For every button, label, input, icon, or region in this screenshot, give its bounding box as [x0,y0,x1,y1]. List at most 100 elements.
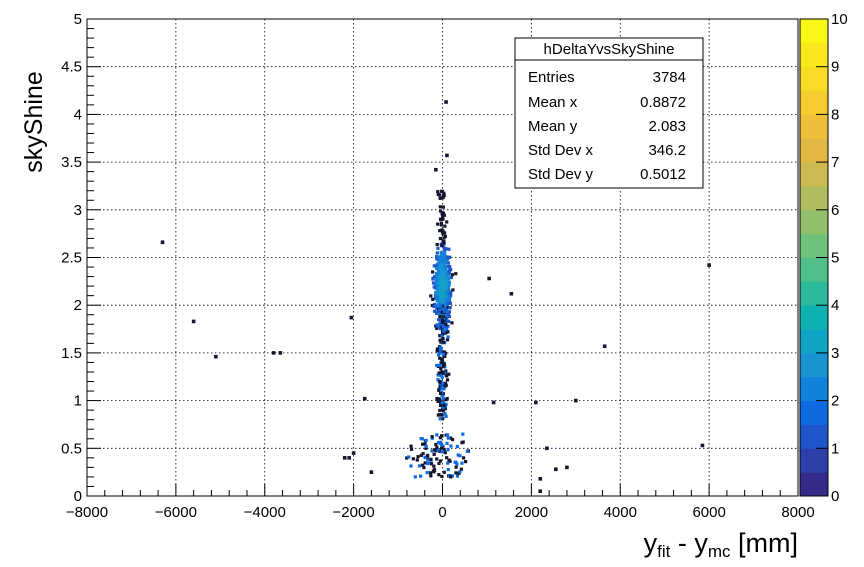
data-point [419,474,423,478]
data-point [440,250,444,254]
data-point [424,444,428,448]
color-scale-segment [800,376,828,402]
data-point [441,211,445,215]
data-point [487,276,491,281]
x-axis-title: yfit - ymc [mm] [644,528,798,561]
data-point [444,373,448,377]
x-tick-label: 6000 [692,504,725,521]
data-point [444,295,448,299]
z-tick-label: 9 [831,59,839,76]
data-point [441,205,445,209]
data-point [602,344,607,349]
data-point [443,275,448,279]
data-point [439,304,443,308]
data-point [464,460,468,464]
data-point [443,381,448,385]
data-point [443,231,447,235]
color-scale-segment [800,448,828,473]
data-point [438,312,442,316]
stats-title: hDeltaYvsSkyShine [544,41,675,58]
data-point [450,437,455,442]
data-point [440,318,445,322]
color-scale-segment [800,233,828,258]
data-point [446,269,450,273]
data-point [444,322,448,327]
data-point [443,264,447,269]
color-scale-segment [800,185,828,211]
data-point [435,242,439,247]
data-point [435,347,440,351]
data-point [439,223,443,227]
data-point [458,470,462,474]
y-axis-title: skyShine [20,71,48,172]
data-point [446,467,450,472]
data-point [424,446,428,450]
data-point [440,244,444,248]
data-point [440,450,444,454]
data-point [431,297,435,301]
data-point [446,301,451,305]
data-point [437,325,441,329]
data-point [434,296,438,300]
data-point [448,255,452,259]
stats-mean-y-label: Mean y [528,118,578,135]
data-point [450,474,455,478]
data-point [435,251,439,255]
color-scale-segment [800,162,828,187]
data-point [438,266,442,271]
data-point [440,400,444,404]
data-point [444,414,448,418]
data-point [435,254,439,259]
data-point [440,434,444,438]
data-point [491,400,496,405]
data-point [447,310,451,315]
data-point [435,445,439,450]
data-point [444,383,448,387]
data-point [447,306,451,310]
data-point [409,444,413,448]
data-point [442,240,446,245]
data-point [438,217,443,221]
data-point [437,271,441,275]
data-point [437,282,442,286]
data-point [446,287,450,291]
data-point [429,474,433,478]
y-tick-label: 0 [74,488,82,505]
data-point [700,443,705,448]
data-point [447,247,451,251]
data-point [436,441,441,445]
data-point [438,255,442,259]
data-point [440,190,445,194]
data-point [437,293,441,297]
color-scale-segment [800,19,828,44]
data-point [441,271,445,275]
data-point [431,270,435,274]
data-point [445,338,450,342]
data-point [430,449,434,453]
data-point [439,442,444,446]
data-point [443,306,447,310]
data-point [440,370,444,374]
z-tick-label: 2 [831,393,839,410]
data-point [438,391,443,396]
x-tick-label: −2000 [333,504,375,521]
data-point [438,287,442,291]
color-scale-segment [800,257,828,282]
data-point [440,257,444,261]
stats-box-frame [514,37,704,189]
y-axis: 0 0.5 1 1.5 2 2.5 3 3.5 4 4.5 5 [61,11,101,505]
data-point [450,273,454,277]
data-point [442,191,446,195]
data-point [278,351,283,355]
data-point [441,361,445,365]
data-points [160,100,711,494]
data-point [441,325,446,329]
data-point [428,471,433,475]
data-point [442,329,446,333]
data-point [441,381,445,385]
data-point [441,417,445,421]
y-tick-label: 4 [74,106,82,123]
data-point [447,280,452,284]
data-point [423,442,427,446]
data-point [442,213,446,217]
